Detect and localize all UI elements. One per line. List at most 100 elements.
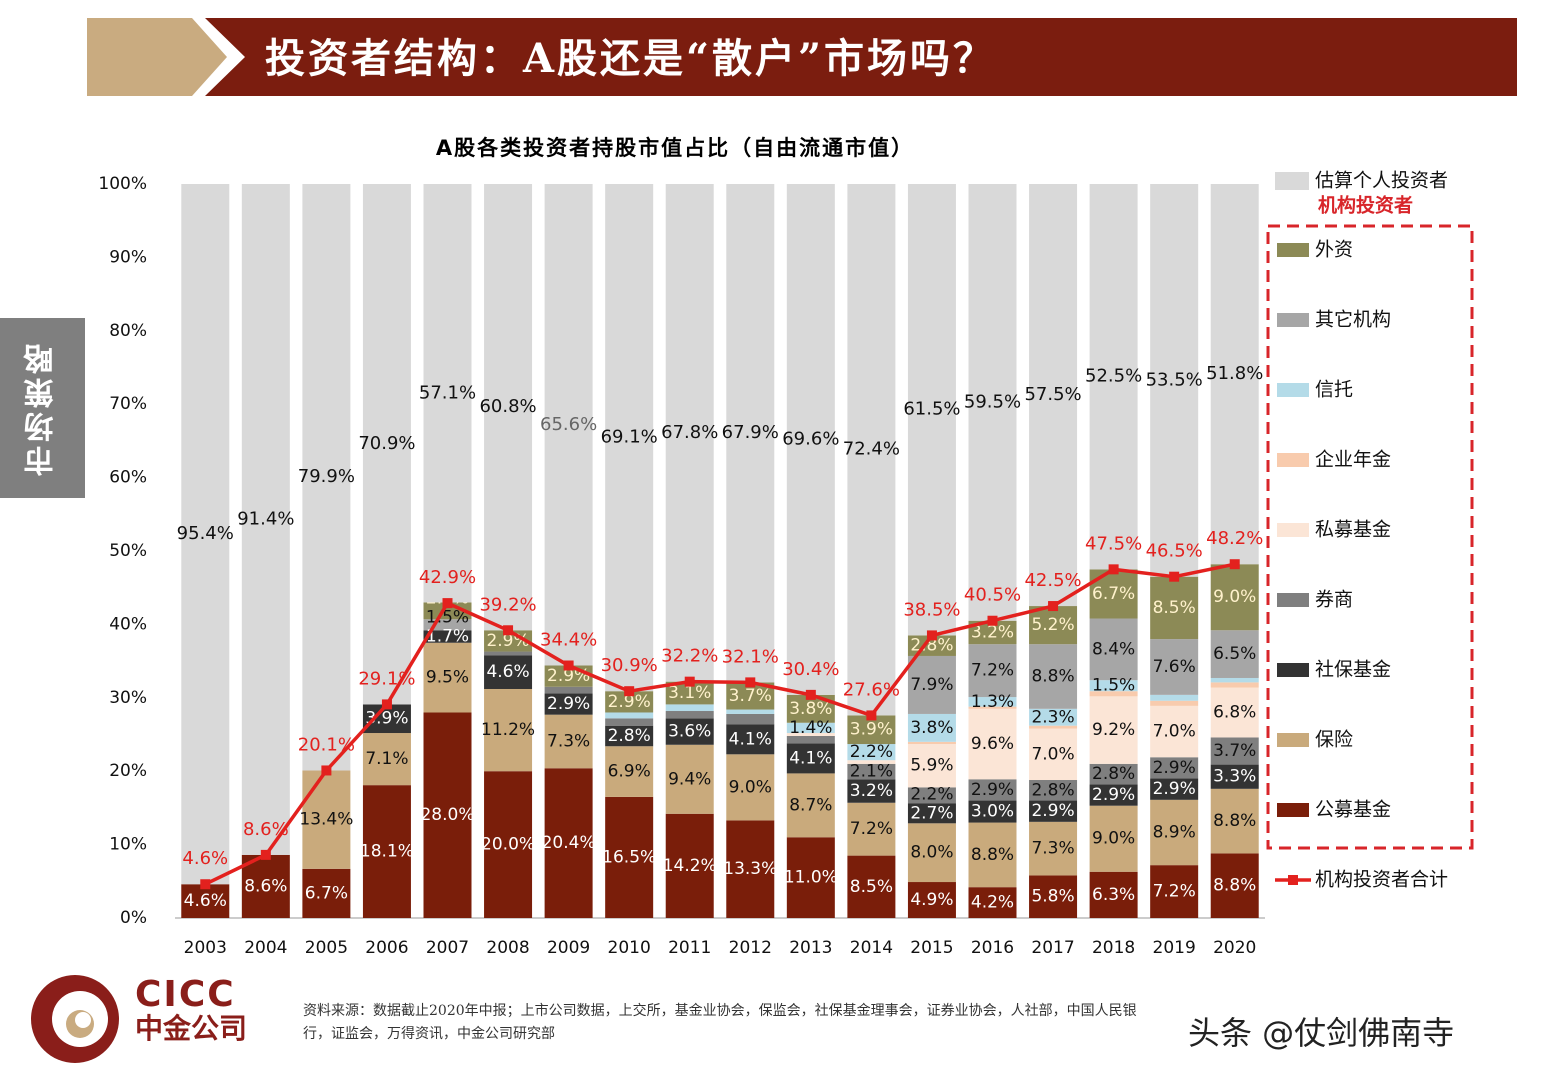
- bar-segment-individual: [181, 184, 230, 885]
- bar-segment-individual: [1150, 184, 1199, 577]
- segment-label: 3.2%: [971, 622, 1014, 642]
- bar-segment-公募基金: [907, 882, 956, 918]
- individual-label: 59.5%: [964, 391, 1021, 412]
- x-tick-label: 2017: [1031, 938, 1074, 958]
- segment-label: 1.3%: [971, 692, 1014, 712]
- bar-segment-其它机构: [1150, 639, 1199, 695]
- segment-label: 4.6%: [184, 891, 227, 911]
- y-tick-label: 10%: [109, 835, 147, 855]
- legend-swatch: [1277, 663, 1309, 677]
- bar-segment-券商: [665, 711, 714, 719]
- total-label: 39.2%: [479, 594, 536, 615]
- legend-label: 其它机构: [1315, 309, 1391, 331]
- segment-label: 8.8%: [1213, 876, 1256, 896]
- bar-segment-券商: [484, 651, 533, 656]
- total-marker: [745, 677, 756, 688]
- segment-label: 1.4%: [789, 718, 832, 738]
- segment-label: 2.9%: [971, 780, 1014, 800]
- segment-label: 3.2%: [850, 781, 893, 801]
- bar-segment-券商: [1210, 737, 1259, 765]
- total-marker: [1108, 564, 1119, 575]
- segment-label: 7.3%: [547, 731, 590, 751]
- segment-label: 7.2%: [1153, 882, 1196, 902]
- bar-segment-保险: [423, 642, 472, 713]
- individual-label: 52.5%: [1085, 366, 1142, 387]
- segment-label: 14.2%: [663, 856, 717, 876]
- segment-label: 3.3%: [1213, 767, 1256, 787]
- bar-segment-保险: [1029, 821, 1078, 876]
- segment-label: 9.2%: [1092, 720, 1135, 740]
- individual-label: 69.1%: [601, 427, 658, 448]
- segment-label: 3.1%: [668, 683, 711, 703]
- x-tick-label: 2011: [668, 938, 711, 958]
- total-marker: [381, 699, 392, 710]
- bar-segment-社保基金: [665, 718, 714, 745]
- bar-segment-企业年金: [968, 706, 1017, 709]
- total-marker: [684, 676, 695, 687]
- segment-label: 5.2%: [1031, 615, 1074, 635]
- individual-label: 51.8%: [1206, 363, 1263, 384]
- total-label: 30.4%: [782, 659, 839, 680]
- bar-segment-信托: [1210, 677, 1259, 683]
- bar-segment-公募基金: [665, 813, 714, 918]
- segment-label: 8.4%: [1092, 639, 1135, 659]
- bar-segment-保险: [907, 823, 956, 883]
- bar-segment-私募基金: [1029, 728, 1078, 781]
- y-tick-label: 40%: [109, 614, 147, 634]
- individual-label: 72.4%: [843, 439, 900, 460]
- segment-label: 2.9%: [547, 694, 590, 714]
- segment-label: 5.9%: [910, 756, 953, 776]
- y-tick-label: 90%: [109, 247, 147, 267]
- legend-label: 私募基金: [1315, 519, 1391, 541]
- bar-segment-保险: [1089, 805, 1138, 872]
- total-label: 4.6%: [182, 848, 228, 869]
- x-tick-label: 2016: [971, 938, 1014, 958]
- segment-label: 7.6%: [1153, 657, 1196, 677]
- segment-label: 2.9%: [1153, 779, 1196, 799]
- bar-segment-社保基金: [1210, 764, 1259, 789]
- individual-label: 79.9%: [298, 466, 355, 487]
- individual-label: 61.5%: [903, 399, 960, 420]
- segment-label: 2.9%: [1153, 758, 1196, 778]
- total-label: 40.5%: [964, 585, 1021, 606]
- segment-label: 6.7%: [305, 883, 348, 903]
- bar-segment-信托: [968, 697, 1017, 707]
- bar-segment-券商: [605, 718, 654, 726]
- x-tick-label: 2005: [305, 938, 348, 958]
- individual-label: 91.4%: [237, 508, 294, 529]
- bar-segment-公募基金: [786, 837, 835, 918]
- bar-segment-私募基金: [847, 760, 896, 764]
- bar-segment-券商: [968, 779, 1017, 801]
- segment-label: 7.2%: [971, 661, 1014, 681]
- bar-segment-公募基金: [302, 868, 351, 918]
- total-label: 34.4%: [540, 630, 597, 651]
- segment-label: 6.7%: [1092, 584, 1135, 604]
- segment-label: 11.2%: [481, 720, 535, 740]
- segment-label: 8.0%: [910, 843, 953, 863]
- segment-label: 11.0%: [784, 868, 838, 888]
- bar-segment-券商: [544, 686, 593, 694]
- bar-segment-社保基金: [1029, 800, 1078, 822]
- bar-segment-individual: [726, 184, 775, 683]
- legend-marker-total: [1288, 875, 1298, 885]
- chart-title: A股各类投资者持股市值占比（自由流通市值）: [435, 136, 915, 160]
- total-line: [204, 562, 1236, 886]
- segment-label: 1.5%: [1092, 676, 1135, 696]
- x-tick-label: 2015: [910, 938, 953, 958]
- bar-segment-社保基金: [968, 800, 1017, 823]
- segment-label: 2.2%: [850, 742, 893, 762]
- bar-segment-信托: [665, 704, 714, 712]
- segment-label: 8.8%: [1031, 667, 1074, 687]
- individual-label: 57.5%: [1024, 384, 1081, 405]
- y-tick-label: 30%: [109, 688, 147, 708]
- segment-label: 3.8%: [789, 699, 832, 719]
- total-label: 27.6%: [843, 679, 900, 700]
- bar-segment-保险: [726, 754, 775, 821]
- bar-segment-公募基金: [1089, 871, 1138, 918]
- bar-segment-保险: [605, 746, 654, 797]
- bar-segment-保险: [484, 688, 533, 772]
- y-tick-label: 70%: [109, 394, 147, 414]
- legend-swatch: [1277, 243, 1309, 257]
- individual-label: 95.4%: [177, 523, 234, 544]
